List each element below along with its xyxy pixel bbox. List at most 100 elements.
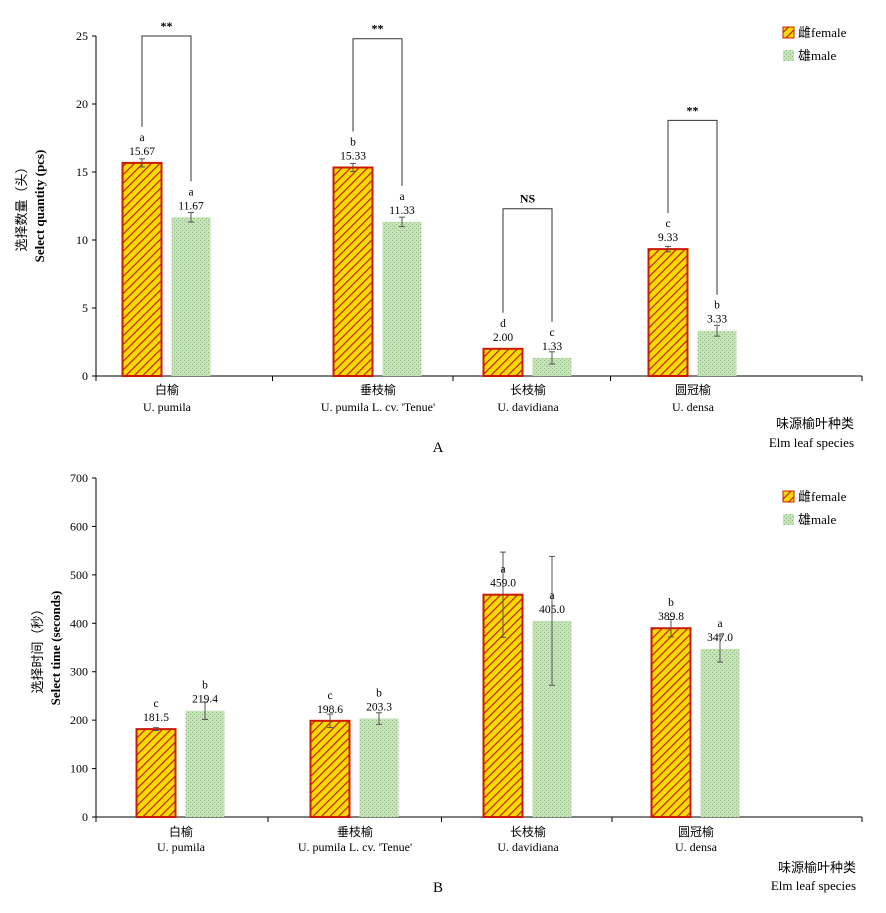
significance-letter: b [668,597,674,609]
legend-swatch-female-b [782,490,795,503]
significance-letter: b [350,137,356,149]
significance-letter: b [202,680,208,692]
x-axis-title-en-b: Elm leaf species [771,878,856,893]
x-axis-title-cn-b: 味源榆叶种类 [778,860,856,875]
bar-female [650,627,692,818]
y-tick-label: 300 [70,665,88,679]
x-tick-label-en: U. pumila L. cv. 'Tenue' [321,400,435,414]
data-label: 389.8 [658,611,684,623]
bar-male [532,357,572,376]
data-label: 181.5 [143,712,169,724]
y-tick-label: 500 [70,568,88,582]
bar-male [185,710,225,817]
x-tick-label-cn: 垂枝榆 [360,382,396,397]
data-label: 3.33 [707,314,727,326]
x-axis-title-en-a: Elm leaf species [769,435,854,450]
significance-letter: b [714,300,720,312]
y-axis-title-en-b: Select time (seconds) [48,591,63,706]
y-tick-label: 100 [70,762,88,776]
bar-female [121,161,163,377]
x-tick-label-cn: 白榆 [155,382,179,397]
bar-male [700,648,740,817]
bar-female [482,347,524,377]
bar-male [697,330,737,376]
y-tick-label: 700 [70,471,88,485]
significance-letter: c [549,327,554,339]
data-label: 219.4 [192,694,218,706]
significance-letter: a [139,132,144,144]
significance-letter: a [500,564,505,576]
significance-letter: a [399,191,404,203]
x-tick-label-cn: 垂枝榆 [337,824,373,839]
data-label: 15.33 [340,151,366,163]
data-label: 15.67 [129,146,155,158]
bar-male [171,217,211,376]
y-tick-label: 0 [82,369,88,383]
significance-letter: c [327,690,332,702]
significance-letter: a [188,186,193,198]
y-tick-label: 400 [70,616,88,630]
bar-male [359,718,399,817]
x-tick-label-en: U. pumila [143,400,192,414]
data-label: 1.33 [542,341,562,353]
bar-male [382,221,422,376]
legend-label-male-b: 雄male [798,512,836,527]
significance-bracket [352,38,403,186]
significance-marker: ** [161,19,173,33]
plot-area-a: 0 5 10 15 20 25 白榆 U. pumila 垂枝榆 U. pumila L. cv.… [76,19,863,414]
significance-letter: b [376,688,382,700]
x-tick-label-en: U. densa [675,840,718,854]
x-tick-label-cn: 圆冠榆 [678,824,714,839]
y-axis-title-cn-b: 选择时间（秒） [30,602,45,693]
y-tick-label: 20 [76,97,88,111]
x-tick-label-en: U. davidiana [497,840,559,854]
data-label: 198.6 [317,704,343,716]
y-tick-label: 200 [70,713,88,727]
legend-swatch-male-a [783,50,794,61]
x-tick-label-cn: 圆冠榆 [675,382,711,397]
legend-b: 雌female 雄male [782,489,847,527]
data-label: 11.33 [389,205,415,217]
x-tick-label-en: U. pumila [157,840,206,854]
x-tick-label-cn: 长枝榆 [510,824,546,839]
data-label: 9.33 [658,232,678,244]
chart-panel-a: 0 5 10 15 20 25 白榆 U. pumila 垂枝榆 U. pumila L. cv.… [14,19,863,456]
data-label: 459.0 [490,578,516,590]
legend-swatch-female-a [782,26,795,39]
x-tick-label-en: U. davidiana [497,400,559,414]
y-tick-label: 5 [82,301,88,315]
y-axis-title-en-a: Select quantity (pcs) [32,150,47,263]
y-tick-label: 15 [76,165,88,179]
data-label: 405.0 [539,604,565,616]
bar-female [332,166,374,377]
y-tick-label: 10 [76,233,88,247]
legend-swatch-male-b [783,514,794,525]
x-tick-label-en: U. pumila L. cv. 'Tenue' [298,840,412,854]
legend-a: 雌female 雄male [782,25,847,63]
legend-label-female-a: 雌female [798,25,847,40]
data-label: 347.0 [707,632,733,644]
data-label: 203.3 [366,702,392,714]
x-axis-title-cn-a: 味源榆叶种类 [776,416,854,431]
panel-label-b: B [433,880,443,896]
legend-label-female-b: 雌female [798,489,847,504]
y-tick-label: 0 [82,810,88,824]
significance-marker: NS [520,192,536,206]
significance-bracket [667,119,718,295]
data-label: 11.67 [178,200,204,212]
y-axis-title-cn-a: 选择数量（头） [14,160,29,251]
y-tick-label: 25 [76,29,88,43]
significance-letter: c [665,218,670,230]
x-tick-label-en: U. densa [672,400,715,414]
legend-label-male-a: 雄male [798,48,836,63]
significance-letter: a [717,618,722,630]
significance-letter: c [153,698,158,710]
x-tick-label-cn: 长枝榆 [510,382,546,397]
significance-bracket [141,35,192,182]
bar-female [135,728,177,819]
significance-letter: a [549,590,554,602]
bar-female [309,719,351,819]
